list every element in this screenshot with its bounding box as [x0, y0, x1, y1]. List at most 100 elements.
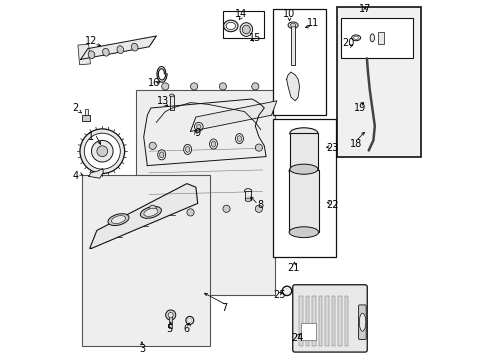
Ellipse shape — [289, 23, 295, 27]
Text: 15: 15 — [248, 33, 261, 43]
Text: 18: 18 — [349, 139, 362, 149]
Bar — [325, 296, 328, 346]
Circle shape — [251, 83, 258, 90]
Circle shape — [194, 122, 203, 131]
Bar — [337, 296, 341, 346]
Circle shape — [149, 205, 156, 212]
Bar — [288, 170, 318, 232]
Ellipse shape — [359, 313, 365, 331]
FancyBboxPatch shape — [82, 175, 210, 346]
Text: 7: 7 — [221, 303, 227, 313]
Circle shape — [196, 125, 201, 129]
Circle shape — [255, 144, 262, 151]
Bar — [318, 296, 322, 346]
Circle shape — [168, 312, 173, 318]
Bar — [84, 109, 87, 115]
Bar — [305, 296, 309, 346]
Circle shape — [190, 83, 197, 90]
Ellipse shape — [225, 22, 235, 30]
Text: 12: 12 — [85, 36, 98, 46]
Ellipse shape — [223, 20, 238, 32]
Text: 19: 19 — [353, 103, 365, 113]
Ellipse shape — [159, 152, 163, 158]
Bar — [337, 7, 420, 157]
Ellipse shape — [111, 216, 125, 224]
Bar — [170, 95, 173, 110]
Circle shape — [219, 83, 226, 90]
Circle shape — [97, 146, 107, 157]
Bar — [299, 296, 302, 346]
Bar — [272, 119, 335, 257]
Bar — [272, 9, 325, 115]
Ellipse shape — [353, 36, 358, 40]
Ellipse shape — [351, 35, 360, 41]
Bar — [301, 323, 315, 340]
Text: 17: 17 — [358, 4, 370, 14]
Circle shape — [162, 83, 168, 90]
Ellipse shape — [211, 141, 215, 147]
Text: 25: 25 — [273, 290, 285, 300]
Text: 10: 10 — [283, 9, 295, 19]
Bar — [290, 25, 295, 65]
Bar — [377, 32, 384, 44]
Circle shape — [186, 209, 194, 216]
Text: 24: 24 — [291, 333, 304, 343]
Text: 16: 16 — [148, 78, 160, 88]
Ellipse shape — [289, 128, 317, 139]
Text: 4: 4 — [72, 171, 78, 181]
Ellipse shape — [287, 22, 298, 28]
Ellipse shape — [369, 34, 374, 42]
Ellipse shape — [289, 164, 317, 174]
Ellipse shape — [288, 165, 318, 177]
Ellipse shape — [140, 207, 161, 218]
Ellipse shape — [288, 227, 318, 238]
Circle shape — [91, 140, 113, 162]
Bar — [344, 296, 347, 346]
Bar — [78, 44, 90, 65]
Polygon shape — [286, 72, 299, 101]
Text: 8: 8 — [257, 200, 263, 210]
FancyBboxPatch shape — [136, 90, 275, 295]
FancyBboxPatch shape — [292, 285, 366, 352]
Circle shape — [165, 310, 175, 320]
Bar — [311, 296, 315, 346]
Ellipse shape — [242, 25, 250, 34]
Text: 23: 23 — [326, 143, 338, 153]
Text: 3: 3 — [139, 344, 144, 354]
Text: 1: 1 — [88, 132, 94, 142]
Text: 22: 22 — [326, 200, 338, 210]
Ellipse shape — [102, 48, 109, 56]
FancyBboxPatch shape — [82, 115, 90, 121]
Ellipse shape — [235, 134, 243, 144]
Text: 14: 14 — [234, 9, 246, 19]
Text: 11: 11 — [306, 18, 318, 28]
Circle shape — [255, 205, 262, 212]
Text: 2: 2 — [72, 103, 78, 113]
Polygon shape — [81, 36, 156, 59]
Bar — [340, 18, 412, 58]
Polygon shape — [89, 184, 197, 248]
Ellipse shape — [185, 147, 189, 152]
Bar — [244, 191, 250, 200]
FancyBboxPatch shape — [358, 305, 366, 339]
Circle shape — [149, 142, 156, 149]
Bar — [169, 315, 172, 328]
Text: 9: 9 — [194, 128, 201, 138]
Ellipse shape — [108, 214, 129, 225]
Text: 6: 6 — [183, 324, 189, 334]
Ellipse shape — [117, 46, 123, 54]
Ellipse shape — [244, 198, 250, 202]
Circle shape — [80, 129, 124, 174]
Polygon shape — [89, 168, 103, 178]
Ellipse shape — [131, 43, 138, 51]
Ellipse shape — [183, 144, 191, 154]
Text: 5: 5 — [165, 324, 172, 334]
Text: 13: 13 — [157, 96, 169, 106]
Ellipse shape — [158, 150, 165, 160]
Bar — [289, 133, 317, 169]
Ellipse shape — [240, 23, 252, 36]
Ellipse shape — [237, 136, 241, 141]
Circle shape — [84, 133, 120, 169]
Bar — [223, 11, 264, 38]
Ellipse shape — [88, 51, 95, 59]
